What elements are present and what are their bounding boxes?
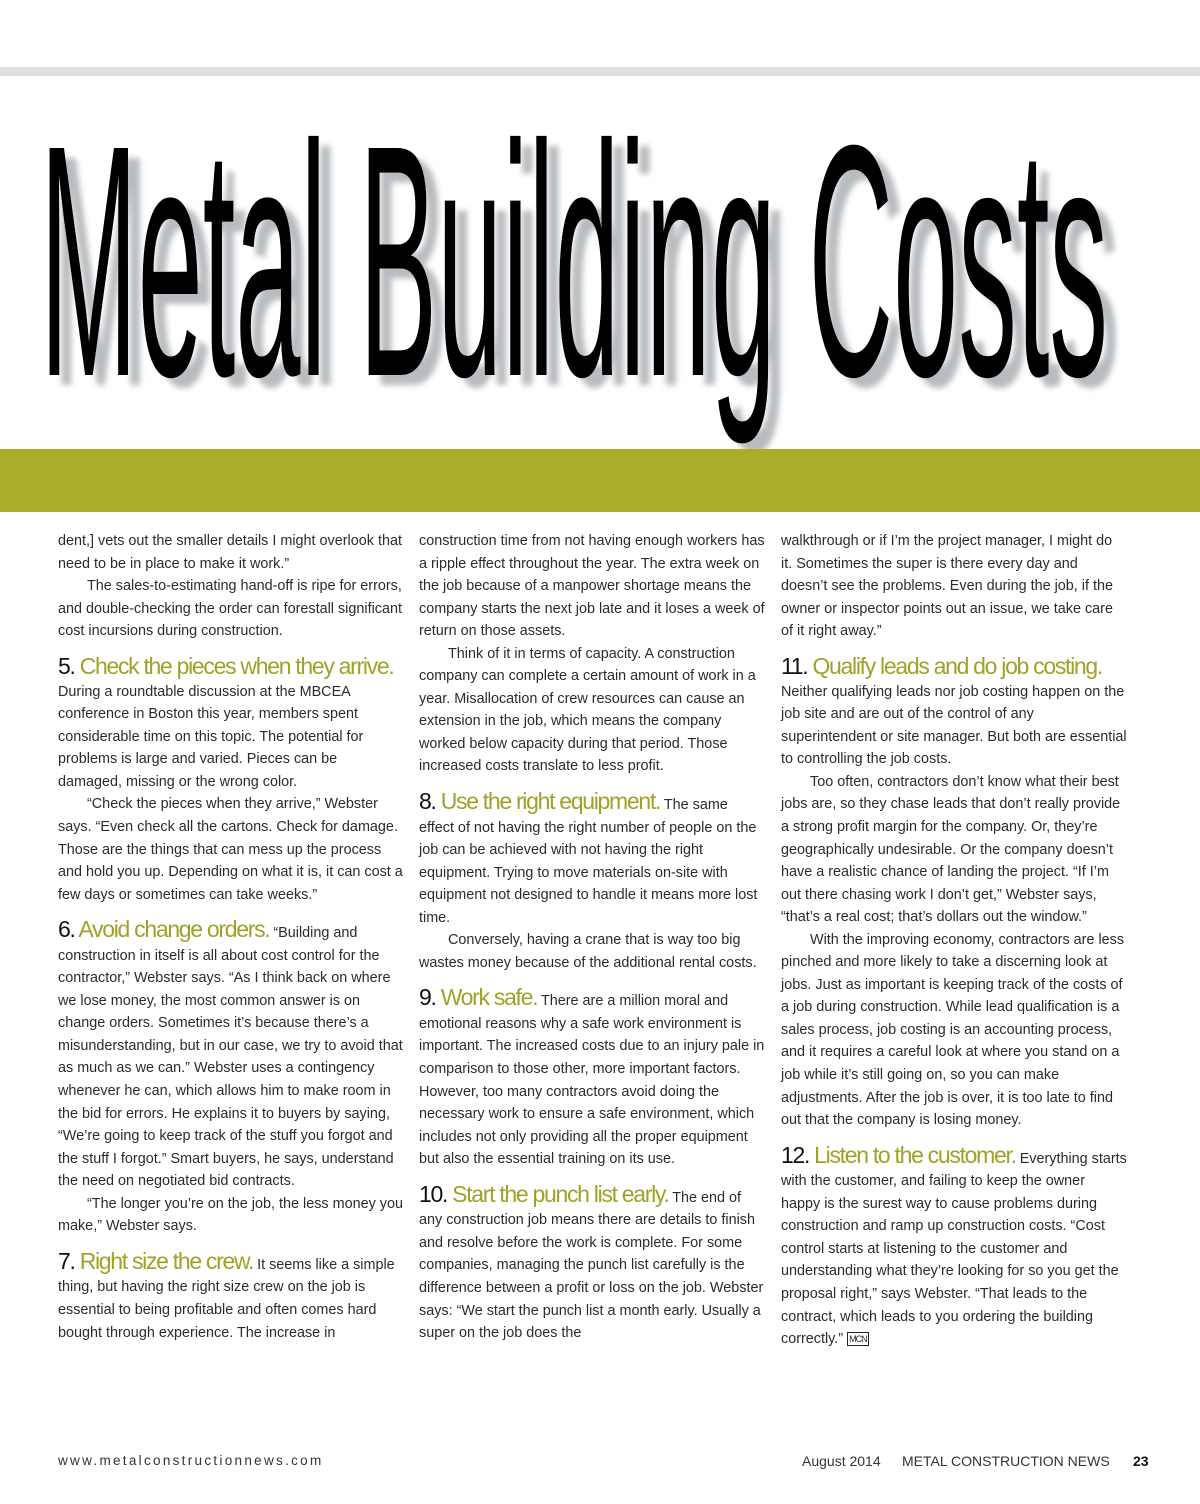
accent-band: [0, 449, 1200, 512]
section-title: Use the right equipment.: [440, 788, 662, 815]
section-heading: 7. Right size the crew.: [58, 1247, 255, 1274]
section-number: 9.: [419, 984, 437, 1011]
paragraph: 8. Use the right equipment. The same eff…: [419, 786, 765, 929]
paragraph-text: “Building and construction in itself is …: [58, 925, 403, 1190]
section-title: Qualify leads and do job costing.: [812, 652, 1103, 679]
section-7: 7. Right size the crew. It seems like a …: [58, 1246, 404, 1344]
paragraph: 6. Avoid change orders. “Building and co…: [58, 914, 404, 1193]
end-mark-logo: MCN: [847, 1332, 869, 1347]
paragraph-text: During a roundtable discussion at the MB…: [58, 683, 364, 790]
paragraph-text: There are a million moral and emotional …: [419, 993, 765, 1168]
section-title: Start the punch list early.: [452, 1180, 670, 1207]
section-number: 6.: [58, 916, 76, 943]
section-number: 5.: [58, 652, 76, 679]
paragraph: 9. Work safe. There are a million moral …: [419, 982, 765, 1170]
paragraph: construction time from not having enough…: [419, 533, 765, 640]
paragraph-text: It seems like a simple thing, but having…: [58, 1256, 395, 1341]
section-8: 8. Use the right equipment. The same eff…: [419, 786, 765, 929]
section-5: 5. Check the pieces when they arrive. Dur…: [58, 651, 404, 794]
paragraph: walkthrough or if I’m the project manage…: [781, 533, 1113, 640]
article-title: Metal Building Costs: [40, 80, 1108, 447]
paragraph: During a roundtable discussion at the MB…: [58, 681, 404, 794]
paragraph: Think of it in terms of capacity. A cons…: [419, 645, 756, 775]
paragraph-text: The end of any construction job means th…: [419, 1189, 764, 1342]
section-9: 9. Work safe. There are a million moral …: [419, 982, 765, 1170]
section-number: 12.: [781, 1141, 810, 1168]
section-11: 11. Qualify leads and do job costing. Nei…: [781, 651, 1127, 771]
section-title: Listen to the customer.: [814, 1141, 1017, 1168]
column-1: dent,] vets out the smaller details I mi…: [58, 530, 404, 1344]
top-rule: [0, 67, 1200, 76]
paragraph-text: Everything starts with the customer, and…: [781, 1150, 1127, 1348]
title-text: Metal Building Costs: [40, 80, 1108, 447]
section-heading: 5. Check the pieces when they arrive.: [58, 651, 404, 681]
footer-magazine-name: METAL CONSTRUCTION NEWS: [902, 1453, 1110, 1469]
section-6: 6. Avoid change orders. “Building and co…: [58, 914, 404, 1193]
paragraph: dent,] vets out the smaller details I mi…: [58, 533, 402, 572]
paragraph: Too often, contractors don’t know what t…: [781, 773, 1121, 926]
paragraph: 12. Listen to the customer. Everything s…: [781, 1140, 1127, 1351]
page-number: 23: [1133, 1453, 1149, 1469]
section-heading: 10. Start the punch list early.: [419, 1180, 670, 1207]
section-10: 10. Start the punch list early. The end …: [419, 1179, 765, 1345]
paragraph-text: The same effect of not having the right …: [419, 797, 758, 926]
paragraph: “Check the pieces when they arrive,” Web…: [58, 796, 403, 903]
section-title: Avoid change orders.: [78, 916, 270, 943]
paragraph: 7. Right size the crew. It seems like a …: [58, 1246, 404, 1344]
section-heading: 9. Work safe.: [419, 984, 539, 1011]
section-number: 8.: [419, 788, 437, 815]
paragraph: With the improving economy, contractors …: [781, 931, 1125, 1129]
paragraph: Conversely, having a crane that is way t…: [419, 932, 757, 971]
section-title: Right size the crew.: [79, 1247, 255, 1274]
section-number: 11.: [781, 652, 809, 679]
paragraph: Neither qualifying leads nor job costing…: [781, 681, 1127, 771]
column-2: construction time from not having enough…: [419, 530, 765, 1345]
section-heading: 8. Use the right equipment.: [419, 788, 662, 815]
paragraph: The sales-to-estimating hand-off is ripe…: [58, 578, 402, 640]
section-heading: 6. Avoid change orders.: [58, 916, 271, 943]
column-3: walkthrough or if I’m the project manage…: [781, 530, 1127, 1351]
section-12: 12. Listen to the customer. Everything s…: [781, 1140, 1127, 1351]
section-title: Check the pieces when they arrive.: [79, 652, 395, 679]
section-number: 10.: [419, 1180, 448, 1207]
paragraph: “The longer you’re on the job, the less …: [58, 1195, 403, 1235]
section-heading: 12. Listen to the customer.: [781, 1141, 1017, 1168]
footer-issue-date: August 2014: [802, 1453, 881, 1469]
section-heading: 11. Qualify leads and do job costing.: [781, 651, 1127, 681]
paragraph: 10. Start the punch list early. The end …: [419, 1179, 765, 1345]
section-title: Work safe.: [440, 984, 539, 1011]
section-number: 7.: [58, 1247, 76, 1274]
paragraph-text: Neither qualifying leads nor job costing…: [781, 683, 1127, 768]
footer-url[interactable]: www.metalconstructionnews.com: [58, 1453, 324, 1468]
